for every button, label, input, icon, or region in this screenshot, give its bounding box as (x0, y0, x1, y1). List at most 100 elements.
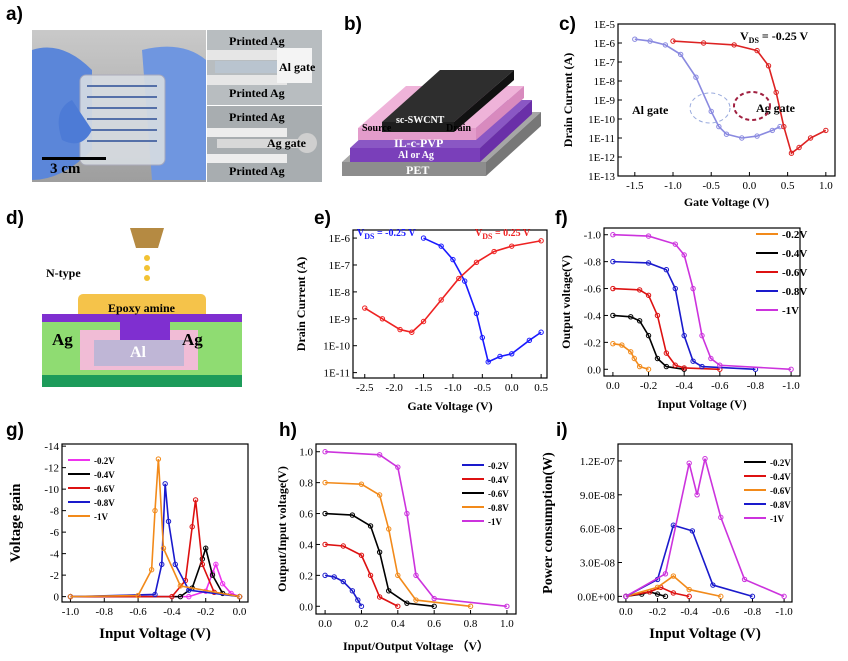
legend-entry: -0.4V (770, 472, 791, 482)
data-point (662, 593, 669, 600)
x-axis-label: Input/Output Voltage （V） (343, 638, 489, 653)
y-tick-label: 6.0E-08 (580, 524, 616, 536)
legend-entry: -0.6V (770, 486, 791, 496)
data-point (395, 464, 401, 470)
legend-entry: -0.2V (94, 456, 115, 466)
data-point (710, 582, 716, 588)
y-tick-label: -0.2 (584, 337, 601, 349)
x-tick-label: -1.0 (775, 606, 793, 618)
data-point (162, 481, 168, 487)
x-tick-label: -0.2 (197, 606, 214, 618)
x-tick-label: -0.6 (129, 606, 147, 618)
data-point (807, 135, 814, 141)
data-point (199, 561, 206, 568)
inset-label-ag-gate: Ag gate (267, 136, 306, 150)
data-point (213, 561, 219, 568)
data-point (461, 278, 468, 284)
chart-e: -2.5 -2.0 -1.5 -1.0 -0.5 0.0 0.5 1E-6 1E-7 1E-8 1E… (295, 228, 548, 413)
panel-label-i: i) (556, 420, 568, 441)
y-tick-label: 1E-12 (588, 152, 615, 164)
x-tick-label: 0.0 (233, 606, 247, 618)
y-tick-label: 1E-9 (594, 95, 616, 107)
data-point (413, 597, 419, 603)
data-point (438, 297, 444, 303)
data-point (716, 123, 722, 130)
y-axis-label: Output voltage(V) (560, 255, 573, 349)
data-point (694, 492, 700, 498)
device-stack-illustration (342, 70, 541, 176)
label-ag-left: Ag (52, 330, 73, 349)
x-tick-label: -1.0 (782, 380, 800, 392)
x-tick-label: -0.8 (96, 606, 114, 618)
series-line-3 (70, 483, 240, 598)
data-point (376, 549, 383, 555)
data-point (526, 337, 533, 344)
data-point (765, 63, 772, 69)
data-point (632, 36, 638, 42)
data-point (340, 543, 346, 549)
plot-frame (315, 443, 517, 615)
data-point (610, 285, 616, 292)
data-point (172, 561, 178, 568)
panel-label-g: g) (6, 420, 24, 441)
data-point (177, 593, 184, 600)
data-point (169, 593, 175, 600)
x-axis-label: Input Voltage (V) (657, 397, 746, 411)
x-tick-label: 0.5 (781, 180, 795, 192)
data-point (686, 593, 692, 600)
data-point (619, 342, 625, 348)
data-point (431, 603, 437, 609)
data-point (236, 593, 243, 600)
data-point (152, 507, 158, 514)
legend-entry: -1V (782, 305, 799, 317)
plot-frame (61, 443, 249, 603)
data-point (322, 449, 328, 455)
data-point (663, 350, 670, 356)
data-point (177, 583, 184, 589)
data-point (654, 355, 661, 362)
data-point (708, 108, 714, 115)
al-gate-highlight (689, 92, 731, 124)
x-tick-label: 0.8 (464, 618, 478, 630)
series-line-1 (672, 40, 827, 155)
data-point (781, 123, 787, 130)
chart-f: 0.0 -0.2 -0.4 -0.6 -0.8 -1.0 -1.0 -0.8 -0.6 -0.4 -… (560, 227, 807, 411)
data-point (438, 243, 444, 249)
y-tick-label: 1E-8 (594, 76, 616, 88)
y-tick-label: 0.8 (299, 478, 313, 490)
data-point (662, 571, 669, 577)
series-line-0 (324, 574, 363, 607)
annotation-vds-pos: VDS = 0.25 V (475, 228, 531, 241)
data-point (663, 267, 670, 273)
x-tick-label: -2.5 (356, 382, 374, 394)
data-point (450, 256, 456, 263)
label-source: Source (362, 123, 392, 134)
legend-entry: -0.4V (782, 248, 807, 260)
data-point (355, 597, 361, 603)
data-point (397, 326, 403, 333)
legend-entry: -0.6V (488, 489, 509, 499)
y-axis-label: Drain Current (A) (295, 257, 308, 351)
data-point (681, 252, 687, 258)
panel-label-f: f) (555, 208, 568, 229)
data-point (509, 243, 515, 249)
y-tick-label: 1E-10 (588, 114, 615, 126)
y-tick-label: 0.2 (299, 570, 313, 582)
data-point (686, 586, 692, 593)
data-point (670, 590, 677, 596)
series-line-1 (325, 543, 399, 607)
data-point (636, 318, 643, 324)
data-point (628, 314, 634, 320)
y-axis-label: Power consumption(W) (541, 452, 556, 594)
label-al: Al (130, 344, 146, 361)
label-ag-right: Ag (182, 330, 203, 349)
x-tick-label: 0.5 (534, 382, 548, 394)
data-point (456, 275, 462, 282)
data-point (362, 305, 368, 311)
label-pet: PET (406, 163, 430, 177)
x-tick-label: 0.0 (505, 382, 519, 394)
y-tick-label: 1.0 (299, 447, 313, 459)
panel-a-inset-al: Printed Ag Al gate Printed Ag (207, 30, 322, 105)
chart-i: 0.0 -0.2 -0.4 -0.6 -0.8 -1.0 0.0E+00 3.0E-08 6.0… (541, 443, 793, 642)
x-tick-label: -1.0 (62, 606, 80, 618)
